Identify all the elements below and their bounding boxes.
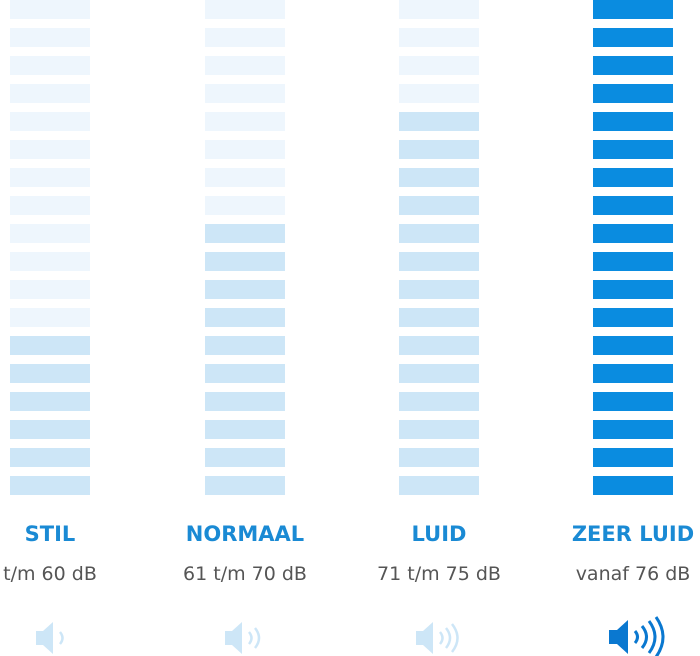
level-title: LUID <box>412 522 467 546</box>
level-segment-filled <box>205 364 285 383</box>
level-segment-empty <box>399 84 479 103</box>
level-segment-empty <box>205 84 285 103</box>
level-segment-empty <box>205 28 285 47</box>
level-range: vanaf 76 dB <box>576 563 691 585</box>
level-segment-empty <box>205 112 285 131</box>
speaker-icon <box>609 616 665 656</box>
level-segment-empty <box>205 56 285 75</box>
level-segment-filled <box>593 364 673 383</box>
level-segment-filled <box>593 308 673 327</box>
level-segment-filled <box>205 448 285 467</box>
level-segment-filled <box>593 28 673 47</box>
speaker-icon <box>225 622 261 654</box>
level-segment-filled <box>593 0 673 19</box>
level-segment-filled <box>399 364 479 383</box>
speaker-icon <box>36 622 64 654</box>
level-segment-filled <box>205 308 285 327</box>
level-segment-filled <box>205 420 285 439</box>
level-range: 71 t/m 75 dB <box>377 563 501 585</box>
level-segment-filled <box>593 476 673 495</box>
level-segment-filled <box>593 392 673 411</box>
level-segment-empty <box>10 196 90 215</box>
level-title: STIL <box>25 522 76 546</box>
level-segment-filled <box>399 476 479 495</box>
level-segment-empty <box>10 0 90 19</box>
level-range: t/m 60 dB <box>3 563 97 585</box>
level-segment-filled <box>10 392 90 411</box>
level-segment-filled <box>399 308 479 327</box>
level-segment-filled <box>399 112 479 131</box>
level-segment-empty <box>205 196 285 215</box>
level-segment-filled <box>399 196 479 215</box>
level-segment-filled <box>399 140 479 159</box>
level-segment-empty <box>399 56 479 75</box>
level-segment-filled <box>205 336 285 355</box>
level-segment-filled <box>593 336 673 355</box>
level-segment-filled <box>593 140 673 159</box>
level-segment-filled <box>593 112 673 131</box>
level-segment-filled <box>593 84 673 103</box>
level-segment-empty <box>10 308 90 327</box>
level-segment-empty <box>10 56 90 75</box>
level-segment-filled <box>399 224 479 243</box>
level-range: 61 t/m 70 dB <box>183 563 307 585</box>
level-segment-filled <box>593 448 673 467</box>
level-segment-empty <box>10 224 90 243</box>
level-segment-filled <box>399 168 479 187</box>
level-segment-filled <box>399 336 479 355</box>
level-segment-empty <box>205 140 285 159</box>
level-segment-filled <box>10 420 90 439</box>
level-segment-filled <box>205 476 285 495</box>
level-segment-empty <box>10 280 90 299</box>
level-segment-filled <box>593 224 673 243</box>
level-segment-empty <box>399 0 479 19</box>
level-segment-filled <box>10 364 90 383</box>
level-title: NORMAAL <box>186 522 304 546</box>
level-segment-empty <box>10 140 90 159</box>
level-segment-empty <box>10 168 90 187</box>
level-segment-empty <box>10 84 90 103</box>
level-segment-filled <box>399 252 479 271</box>
level-segment-filled <box>593 252 673 271</box>
level-segment-empty <box>205 168 285 187</box>
level-segment-filled <box>205 392 285 411</box>
level-segment-filled <box>205 280 285 299</box>
level-segment-empty <box>10 112 90 131</box>
level-segment-filled <box>10 476 90 495</box>
speaker-icon <box>416 622 459 654</box>
level-segment-filled <box>399 280 479 299</box>
level-segment-filled <box>399 448 479 467</box>
level-segment-filled <box>593 56 673 75</box>
level-segment-filled <box>399 392 479 411</box>
level-segment-filled <box>10 336 90 355</box>
level-segment-empty <box>205 0 285 19</box>
level-segment-filled <box>10 448 90 467</box>
level-title: ZEER LUID <box>572 522 694 546</box>
level-segment-filled <box>593 420 673 439</box>
level-segment-empty <box>10 28 90 47</box>
level-segment-empty <box>10 252 90 271</box>
level-segment-filled <box>205 252 285 271</box>
level-segment-empty <box>399 28 479 47</box>
level-segment-filled <box>593 168 673 187</box>
level-segment-filled <box>593 280 673 299</box>
level-segment-filled <box>593 196 673 215</box>
level-segment-filled <box>205 224 285 243</box>
level-segment-filled <box>399 420 479 439</box>
